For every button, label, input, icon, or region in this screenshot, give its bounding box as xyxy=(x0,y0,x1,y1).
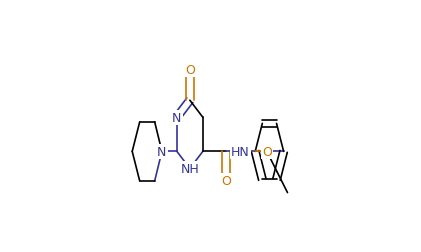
Text: O: O xyxy=(262,145,272,158)
Text: N: N xyxy=(172,111,181,124)
Text: O: O xyxy=(185,64,195,77)
Text: O: O xyxy=(221,175,231,187)
Text: N: N xyxy=(157,145,167,158)
Text: HN: HN xyxy=(231,145,250,158)
Text: NH: NH xyxy=(181,162,199,175)
